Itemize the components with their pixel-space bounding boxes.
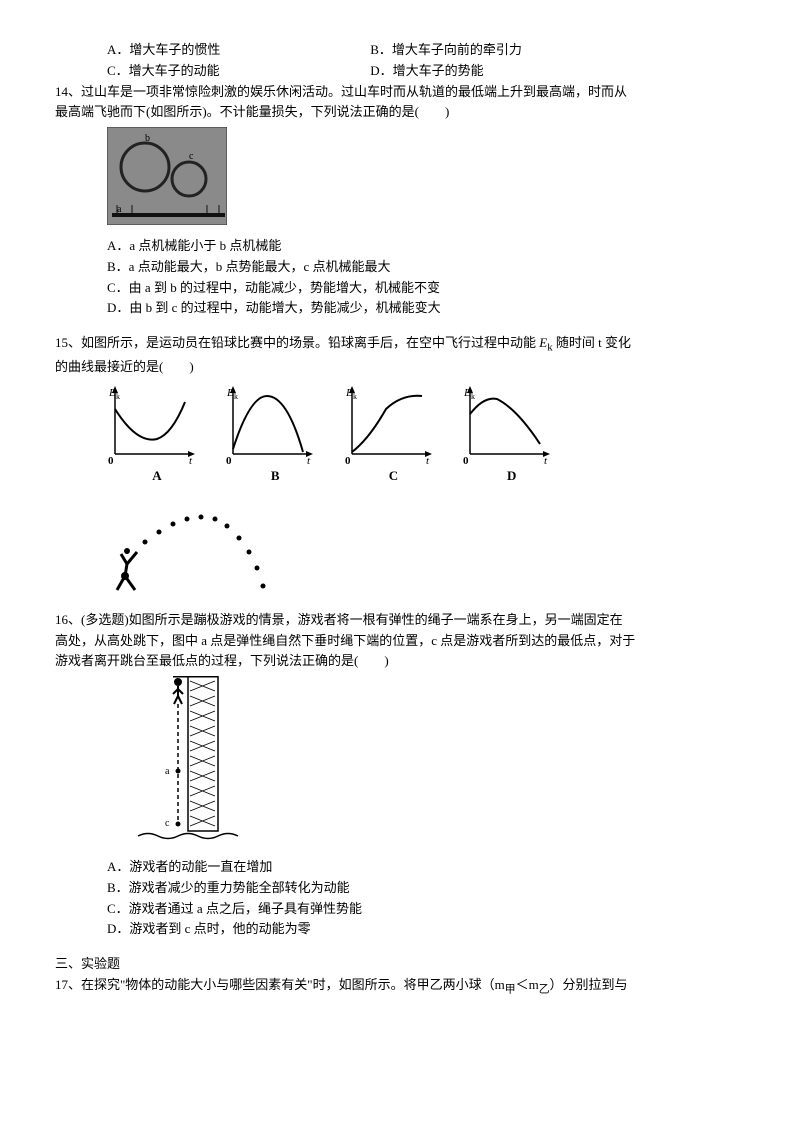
svg-text:t: t xyxy=(307,455,311,464)
q14-option-a: A．a 点机械能小于 b 点机械能 xyxy=(55,236,745,257)
svg-text:t: t xyxy=(426,455,430,464)
q13-option-a: A．增大车子的惯性 xyxy=(107,40,327,61)
q16-stem-line2: 高处，从高处跳下，图中 a 点是弹性绳自然下垂时绳下端的位置，c 点是游戏者所到… xyxy=(55,631,745,652)
q17-post: ）分别拉到与 xyxy=(550,977,628,992)
svg-text:a: a xyxy=(165,766,170,777)
q16-option-d: D．游戏者到 c 点时，他的动能为零 xyxy=(55,919,745,940)
svg-text:E: E xyxy=(345,387,353,399)
q16-stem-line1: 16、(多选题)如图所示是蹦极游戏的情景，游戏者将一根有弹性的绳子一端系在身上，… xyxy=(55,610,745,631)
q17-sub2: 乙 xyxy=(539,984,550,996)
q15-stem-line1: 15、如图所示，是运动员在铅球比赛中的场景。铅球离手后，在空中飞行过程中动能 E… xyxy=(55,333,745,357)
svg-text:0: 0 xyxy=(226,455,232,464)
svg-text:t: t xyxy=(189,455,193,464)
q16-stem-line3: 游戏者离开跳台至最低点的过程，下列说法正确的是( ) xyxy=(55,651,745,672)
q13-options-row2: C．增大车子的动能 D．增大车子的势能 xyxy=(55,61,745,82)
q15-stem-post: 随时间 t 变化 xyxy=(553,335,631,350)
svg-text:0: 0 xyxy=(463,455,469,464)
q16-option-c: C．游戏者通过 a 点之后，绳子具有弹性势能 xyxy=(55,899,745,920)
svg-text:a: a xyxy=(117,204,122,215)
q15-shotput-figure xyxy=(107,494,277,594)
svg-text:k: k xyxy=(353,392,357,401)
q15-chart-b: E k 0 t B xyxy=(225,384,325,494)
q16-option-b: B．游戏者减少的重力势能全部转化为动能 xyxy=(55,878,745,899)
svg-text:c: c xyxy=(165,818,170,829)
q14-option-d: D．由 b 到 c 的过程中，动能增大，势能减少，机械能变大 xyxy=(55,298,745,319)
svg-text:E: E xyxy=(226,387,234,399)
q15-chart-d-label: D xyxy=(462,466,562,487)
q15-chart-d: E k 0 t D xyxy=(462,384,562,494)
q15-chart-c-label: C xyxy=(344,466,444,487)
q14-stem-line1: 14、过山车是一项非常惊险刺激的娱乐休闲活动。过山车时而从轨道的最低端上升到最高… xyxy=(55,82,745,103)
q15-chart-a-label: A xyxy=(107,466,207,487)
q14-option-c: C．由 a 到 b 的过程中，动能减少，势能增大，机械能不变 xyxy=(55,278,745,299)
q14-stem-line2: 最高端飞驰而下(如图所示)。不计能量损失，下列说法正确的是( ) xyxy=(55,102,745,123)
rollercoaster-icon: b c a xyxy=(107,127,227,225)
svg-text:E: E xyxy=(463,387,471,399)
q13-options-row1: A．增大车子的惯性 B．增大车子向前的牵引力 xyxy=(55,40,745,61)
svg-text:b: b xyxy=(145,133,150,144)
q15-charts-row: E k 0 t A E k 0 t B xyxy=(55,384,745,594)
svg-text:k: k xyxy=(234,392,238,401)
svg-text:k: k xyxy=(471,392,475,401)
q15-chart-a: E k 0 t A xyxy=(107,384,207,494)
svg-text:c: c xyxy=(189,151,194,162)
q13-option-d: D．增大车子的势能 xyxy=(370,61,590,82)
q15-chart-b-label: B xyxy=(225,466,325,487)
spacer3 xyxy=(55,940,745,954)
q17-mid: ＜m xyxy=(516,977,539,992)
svg-text:k: k xyxy=(116,392,120,401)
q17-pre: 17、在探究"物体的动能大小与哪些因素有关"时，如图所示。将甲乙两小球（m xyxy=(55,977,505,992)
svg-text:E: E xyxy=(108,387,116,399)
spacer xyxy=(55,319,745,333)
q16-figure: a c xyxy=(55,676,745,853)
document-page: A．增大车子的惯性 B．增大车子向前的牵引力 C．增大车子的动能 D．增大车子的… xyxy=(0,0,800,1132)
q13-option-c: C．增大车子的动能 xyxy=(107,61,327,82)
svg-text:t: t xyxy=(544,455,548,464)
svg-text:0: 0 xyxy=(108,455,114,464)
q16-option-a: A．游戏者的动能一直在增加 xyxy=(55,857,745,878)
q14-figure: b c a xyxy=(107,127,227,232)
q14-option-b: B．a 点动能最大，b 点势能最大，c 点机械能最大 xyxy=(55,257,745,278)
q17-stem-line1: 17、在探究"物体的动能大小与哪些因素有关"时，如图所示。将甲乙两小球（m甲＜m… xyxy=(55,975,745,999)
spacer2 xyxy=(55,600,745,610)
q17-sub1: 甲 xyxy=(505,984,516,996)
q15-stem-pre: 15、如图所示，是运动员在铅球比赛中的场景。铅球离手后，在空中飞行过程中动能 xyxy=(55,335,539,350)
q13-option-b: B．增大车子向前的牵引力 xyxy=(370,40,590,61)
q15-stem-line2: 的曲线最接近的是( ) xyxy=(55,357,745,378)
q15-chart-c: E k 0 t C xyxy=(344,384,444,494)
section3-heading: 三、实验题 xyxy=(55,954,745,975)
svg-text:0: 0 xyxy=(345,455,351,464)
